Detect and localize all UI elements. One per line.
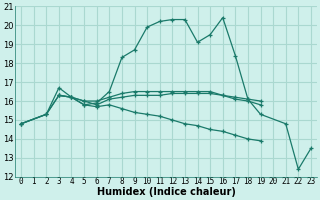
X-axis label: Humidex (Indice chaleur): Humidex (Indice chaleur) [97, 187, 236, 197]
